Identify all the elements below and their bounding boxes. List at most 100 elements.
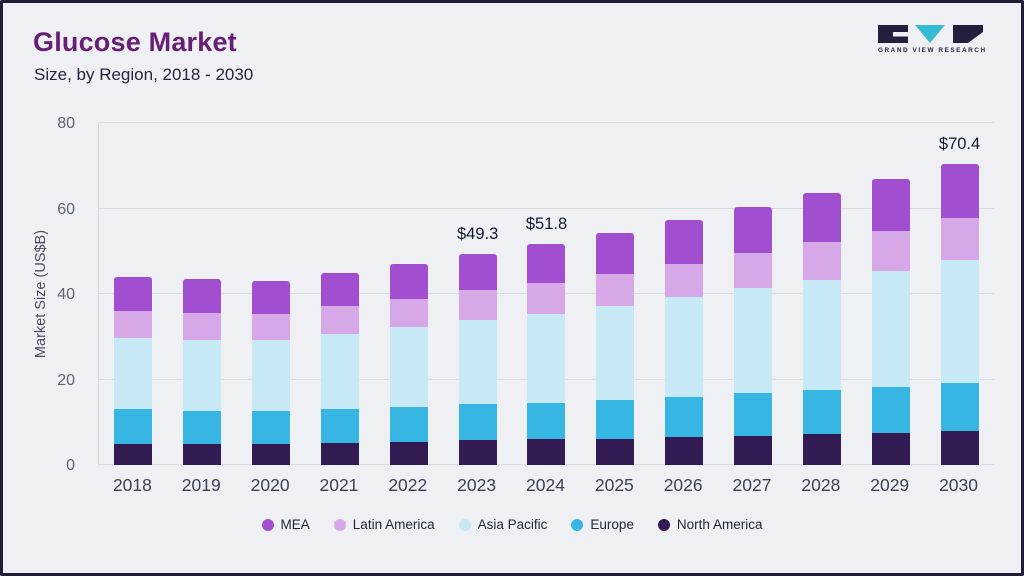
- bar-segment-latin-america: [458, 289, 497, 320]
- bar-segment-mea: [389, 264, 428, 299]
- bar-segment-north-america: [596, 438, 635, 465]
- legend-item-europe: Europe: [571, 517, 634, 532]
- x-tick-label: 2029: [870, 475, 910, 495]
- bar-segment-asia-pacific: [114, 337, 153, 409]
- bar-segment-mea: [527, 243, 566, 283]
- bar-segment-mea: [183, 279, 222, 314]
- legend-label: MEA: [280, 517, 310, 532]
- bar-segment-mea: [320, 272, 359, 307]
- bar-segment-asia-pacific: [320, 334, 359, 410]
- bar-segment-latin-america: [320, 306, 359, 335]
- grid-line: [99, 207, 994, 209]
- legend-swatch-icon: [571, 518, 584, 531]
- bar-segment-north-america: [940, 431, 979, 465]
- bar-segment-europe: [389, 406, 428, 442]
- bar-segment-north-america: [458, 440, 497, 465]
- legend-label: North America: [676, 517, 763, 532]
- bar-column-2020: [237, 123, 306, 465]
- y-tick-label: 0: [66, 457, 75, 474]
- grand-view-research-logo: GRAND VIEW RESEARCH: [878, 25, 987, 54]
- bar-segment-asia-pacific: [665, 297, 704, 397]
- bar-segment-asia-pacific: [389, 326, 428, 407]
- legend-label: Asia Pacific: [477, 517, 548, 532]
- bar-segment-latin-america: [665, 264, 704, 298]
- bar-segment-mea: [596, 232, 635, 274]
- bar-segment-europe: [734, 393, 773, 436]
- bar-segment-latin-america: [252, 314, 291, 341]
- bar-segment-mea: [114, 276, 153, 312]
- bar-segment-mea: [940, 164, 979, 218]
- bar-column-2024: $51.8: [512, 123, 581, 465]
- bar-segment-north-america: [734, 435, 773, 465]
- bar-segment-asia-pacific: [871, 270, 910, 387]
- bar-segment-north-america: [114, 443, 153, 465]
- bar-segment-asia-pacific: [252, 340, 291, 412]
- bar-segment-mea: [802, 193, 841, 243]
- bar-column-2030: $70.4: [925, 123, 994, 465]
- legend-item-latin-america: Latin America: [333, 517, 435, 532]
- y-tick-label: 80: [57, 115, 75, 132]
- bar-segment-mea: [734, 206, 773, 253]
- bar-segment-latin-america: [114, 311, 153, 338]
- plot-area: $49.3 $51.8 $70.4: [98, 122, 994, 465]
- y-tick-label: 20: [57, 371, 75, 389]
- x-tick-label: 2030: [939, 475, 979, 495]
- legend-label: Latin America: [352, 517, 435, 532]
- bar-segment-mea: [252, 281, 291, 315]
- bar-value-label: $51.8: [525, 214, 568, 233]
- logo-wordmark: GRAND VIEW RESEARCH: [878, 47, 987, 54]
- y-tick-label: 40: [57, 286, 75, 303]
- x-tick-label: 2024: [526, 475, 565, 495]
- bar-segment-europe: [458, 404, 497, 441]
- bar-segment-europe: [183, 411, 222, 444]
- bar-segment-latin-america: [734, 253, 773, 289]
- bar-segment-europe: [802, 390, 841, 435]
- x-tick-label: 2028: [801, 475, 841, 495]
- bar-column-2023: $49.3: [443, 123, 512, 465]
- bar-segment-latin-america: [183, 313, 222, 340]
- bar-segment-latin-america: [527, 282, 566, 314]
- page-subtitle: Size, by Region, 2018 - 2030: [34, 65, 254, 84]
- bar-column-2018: [99, 123, 168, 465]
- bar-value-label: $49.3: [456, 225, 499, 244]
- bar-value-label: $70.4: [938, 135, 981, 154]
- bar-segment-north-america: [871, 432, 910, 465]
- bar-segment-latin-america: [940, 217, 979, 261]
- bar-segment-north-america: [320, 442, 359, 465]
- bar-segment-north-america: [389, 441, 428, 465]
- bar-segment-north-america: [802, 434, 841, 465]
- bar-segment-north-america: [183, 443, 222, 465]
- bar-segment-latin-america: [802, 242, 841, 280]
- bar-segment-mea: [871, 179, 910, 232]
- bar-segment-asia-pacific: [734, 288, 773, 394]
- bar-segment-asia-pacific: [596, 305, 635, 400]
- bars-container: $49.3 $51.8 $70.4: [99, 123, 994, 465]
- bar-segment-asia-pacific: [458, 319, 497, 405]
- bar-segment-europe: [596, 399, 635, 439]
- bar-segment-mea: [458, 254, 497, 290]
- x-axis-ticks: 2018 2019 2020 2021 2022 2023 2024 2025 2026 2027…: [98, 475, 993, 496]
- legend-swatch-icon: [458, 518, 471, 531]
- bar-segment-europe: [252, 411, 291, 444]
- y-tick-label: 60: [57, 200, 75, 218]
- legend-item-asia-pacific: Asia Pacific: [458, 517, 548, 532]
- x-tick-label: 2023: [457, 475, 497, 495]
- legend-label: Europe: [590, 517, 634, 532]
- bar-segment-europe: [527, 402, 566, 440]
- chart-legend: MEA Latin America Asia Pacific Europe North …: [3, 517, 1021, 532]
- bar-segment-europe: [114, 408, 153, 444]
- x-tick-label: 2025: [594, 475, 634, 495]
- page-title: Glucose Market: [33, 27, 237, 57]
- bar-column-2022: [374, 123, 443, 465]
- legend-swatch-icon: [333, 518, 346, 531]
- grid-line: [99, 122, 994, 123]
- bar-column-2027: [719, 123, 788, 465]
- logo-mark-icon: [878, 25, 983, 43]
- x-tick-label: 2026: [663, 475, 703, 495]
- x-tick-label: 2019: [181, 475, 221, 495]
- bar-segment-latin-america: [596, 273, 635, 306]
- bar-segment-asia-pacific: [940, 260, 979, 383]
- bar-segment-asia-pacific: [183, 339, 222, 412]
- bar-column-2019: [168, 123, 237, 465]
